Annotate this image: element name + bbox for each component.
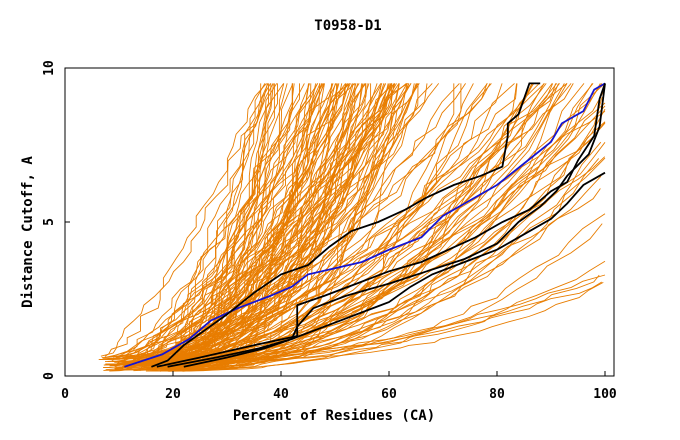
model-series-line <box>150 83 359 361</box>
model-series-line <box>183 142 606 362</box>
x-tick-label: 100 <box>593 387 617 402</box>
model-series-line <box>145 83 568 372</box>
highlight-series-black <box>151 82 541 368</box>
model-series-line <box>100 83 267 357</box>
model-series-line <box>107 83 324 362</box>
model-series-line <box>152 213 606 363</box>
model-series-line <box>192 83 412 361</box>
model-series-line <box>103 83 400 371</box>
x-tick-label: 20 <box>165 387 181 402</box>
model-series-line <box>104 83 274 357</box>
x-tick-label: 80 <box>489 387 505 402</box>
model-series-line <box>123 83 409 366</box>
model-series-line <box>162 83 367 363</box>
model-series-line <box>164 96 603 371</box>
y-tick-label: 0 <box>42 372 57 380</box>
model-series-line <box>111 83 337 358</box>
model-series-line <box>117 83 410 362</box>
x-tick-label: 40 <box>273 387 289 402</box>
model-series-line <box>164 83 346 370</box>
chart-title: T0958-D1 <box>314 18 381 34</box>
model-series-line <box>165 105 606 372</box>
y-axis: 0 5 10 <box>42 60 70 380</box>
model-series-line <box>171 83 545 365</box>
model-series-line <box>182 83 278 370</box>
model-series-line <box>137 83 334 361</box>
x-tick-label: 60 <box>381 387 397 402</box>
highlight-series-blue <box>124 82 606 368</box>
y-tick-label: 5 <box>42 218 57 226</box>
model-series-line <box>179 83 300 370</box>
x-axis-title: Percent of Residues (CA) <box>233 408 435 424</box>
model-series-line <box>103 83 412 366</box>
model-series-line <box>160 282 604 362</box>
model-series-line <box>136 83 284 357</box>
highlight-series-black <box>183 171 606 368</box>
model-series-line <box>139 83 351 372</box>
model-series-line <box>165 83 295 358</box>
model-series-line <box>160 281 603 362</box>
y-axis-title: Distance Cutoff, A <box>20 156 36 308</box>
highlight-series-group <box>124 82 606 368</box>
model-series-line <box>152 83 466 365</box>
model-series-line <box>119 83 309 365</box>
model-series-line <box>146 83 565 370</box>
model-series-line <box>188 83 400 360</box>
model-series-line <box>136 83 347 371</box>
model-series-line <box>182 83 418 370</box>
model-series-line <box>122 83 357 364</box>
model-series-line <box>112 83 268 358</box>
y-tick-label: 10 <box>42 60 57 76</box>
x-axis: 0 20 40 60 80 100 <box>61 371 617 402</box>
x-tick-label: 0 <box>61 387 69 402</box>
